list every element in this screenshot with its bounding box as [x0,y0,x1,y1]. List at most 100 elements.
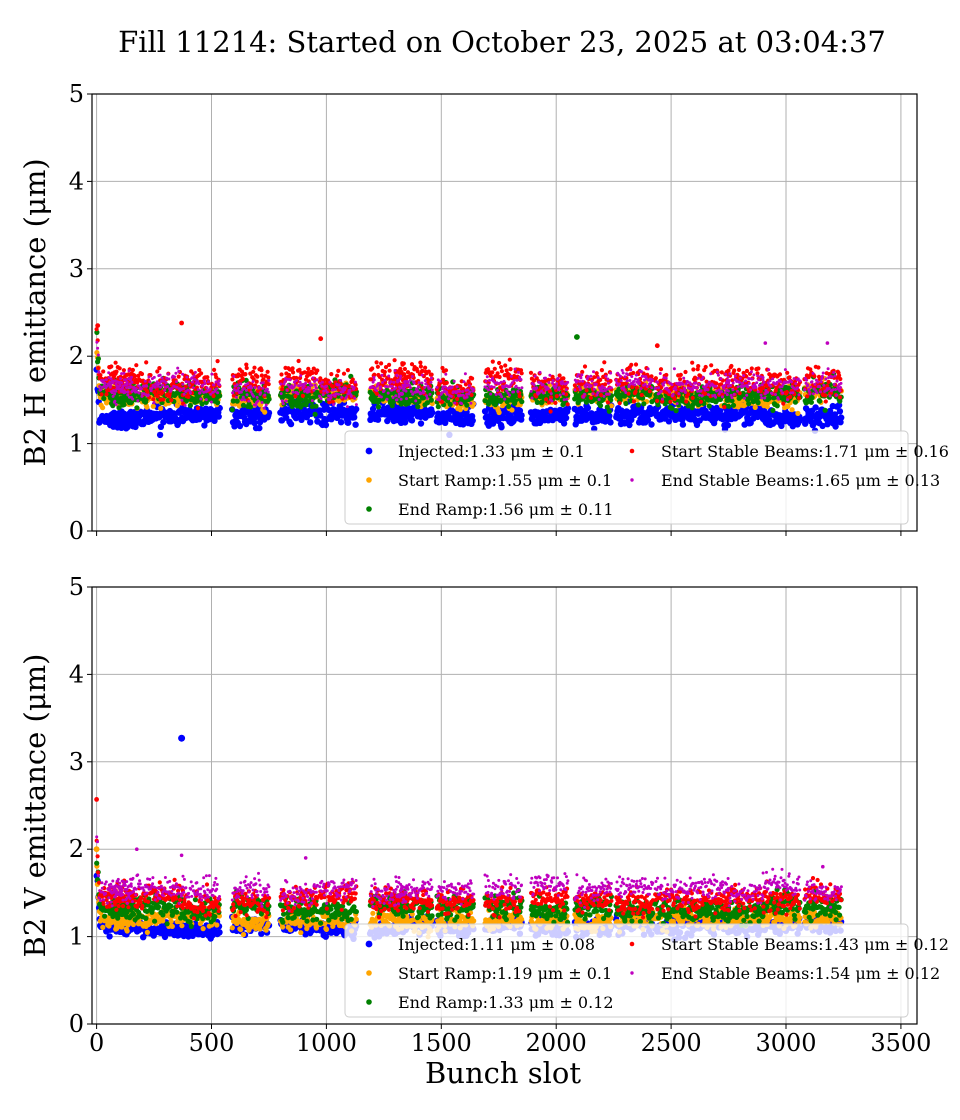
data-point [423,379,427,383]
data-point [724,372,728,376]
data-point [706,393,710,397]
data-point [837,373,842,378]
data-point [541,383,545,387]
data-point [182,392,186,396]
data-point [140,394,144,398]
data-point [605,392,609,396]
data-point [398,366,403,371]
data-point [486,383,490,387]
data-point [312,388,316,392]
data-point [497,374,502,380]
data-point [606,377,610,381]
data-point [608,403,615,409]
data-point [462,380,466,384]
data-point [286,383,290,387]
data-point [622,386,626,389]
data-point [259,368,264,373]
data-point [176,374,181,379]
data-point [244,365,249,371]
data-point [428,392,432,396]
data-point [635,402,642,408]
data-point [736,367,742,372]
data-point [161,383,165,387]
data-point [148,380,152,384]
data-point [202,390,206,394]
data-point [247,404,254,410]
data-point [704,379,709,384]
data-point [714,384,718,388]
data-point [263,393,267,397]
data-point [229,407,235,413]
data-point [262,406,266,410]
data-point [174,380,178,384]
data-point [380,373,384,377]
data-point [370,385,374,389]
data-point [127,385,131,389]
data-point [203,382,207,385]
data-point [265,387,269,391]
data-point [340,395,344,399]
data-point [390,384,394,388]
data-point [296,392,300,396]
data-point [197,367,202,373]
data-point [177,370,181,373]
data-point [429,380,433,384]
data-point [726,368,731,373]
data-point [122,371,126,375]
data-point [602,360,607,365]
data-point [485,386,489,390]
data-point [461,390,465,394]
data-point [499,369,504,374]
data-point [439,399,445,405]
data-point [469,392,474,398]
data-point [519,399,525,405]
data-point [766,395,772,401]
data-point [796,395,802,401]
data-point [116,405,122,411]
data-point [211,393,216,399]
data-point [292,380,296,384]
data-point [149,389,153,393]
data-point [499,380,503,384]
data-point [152,375,156,379]
data-point [490,359,495,364]
data-point [488,378,491,382]
data-point [537,391,541,395]
data-point [482,398,488,404]
data-point [460,402,464,406]
data-point [169,398,174,403]
data-point [353,380,357,384]
data-point [755,400,761,406]
data-point [279,392,283,396]
data-point [147,375,151,379]
data-point [592,370,595,374]
data-point [627,383,631,387]
data-point [566,380,570,384]
data-point [796,417,804,424]
data-point [402,366,407,372]
data-point [452,379,456,383]
data-point [655,402,661,408]
data-point [837,395,843,400]
data-point [231,391,235,395]
data-point [678,377,683,382]
data-point [151,384,155,388]
data-point [700,377,704,381]
data-point [723,384,727,387]
data-point [463,382,468,387]
data-point [715,389,719,393]
data-point [299,374,303,378]
data-point [415,369,420,374]
data-point [290,366,295,371]
data-point [216,391,220,395]
data-point [548,409,553,414]
data-point [236,422,244,430]
data-point [495,371,500,376]
data-point [117,366,122,371]
data-point [120,372,124,376]
data-point [416,389,419,392]
data-point [183,404,187,407]
data-point [631,399,637,404]
data-point [129,378,132,382]
data-point [428,397,434,403]
